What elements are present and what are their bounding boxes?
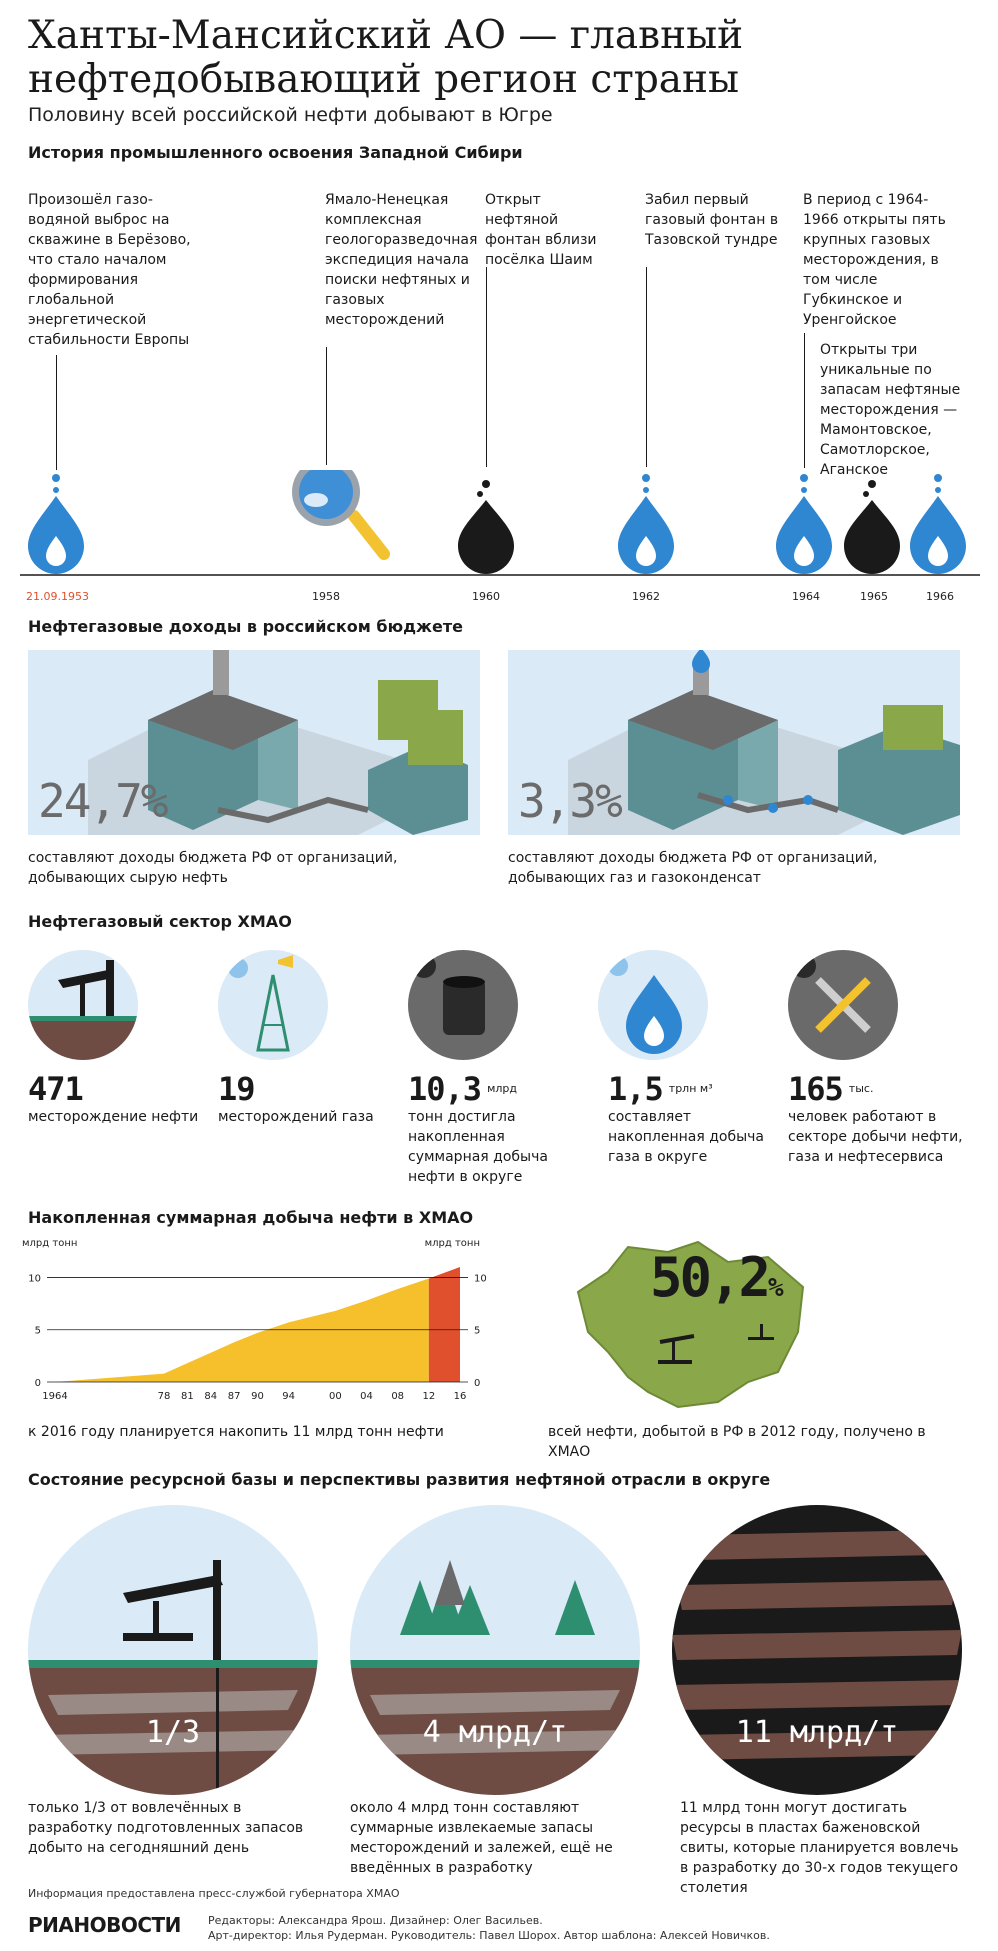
x-tick-label: 16 xyxy=(454,1391,467,1402)
sector-value-employees: 165 тыс. xyxy=(788,1070,874,1108)
event-text-1964: В период с 1964-1966 открыты пять крупны… xyxy=(803,192,946,328)
year-label: 1958 xyxy=(312,590,340,603)
area-actual xyxy=(55,1278,429,1382)
resources-heading: Состояние ресурсной базы и перспективы р… xyxy=(28,1470,771,1489)
gas-rig-icon xyxy=(218,950,328,1060)
x-tick-label: 81 xyxy=(181,1391,194,1402)
resource-value: 11 млрд/т xyxy=(735,1715,899,1750)
oil-drop-icon xyxy=(844,480,900,574)
timeline-connector xyxy=(804,333,805,468)
timeline-connector xyxy=(326,347,327,465)
x-tick-label: 00 xyxy=(329,1391,342,1402)
x-tick-label: 84 xyxy=(204,1391,217,1402)
timeline-connector xyxy=(486,267,487,467)
tools-icon xyxy=(788,950,898,1060)
gas-drop-icon xyxy=(28,474,84,574)
magnifier-icon xyxy=(292,470,390,560)
timeline-icons xyxy=(20,470,980,576)
budget-oil-caption: составляют доходы бюджета РФ от организа… xyxy=(28,850,398,886)
x-tick-label: 94 xyxy=(282,1391,295,1402)
y-axis-label-left: млрд тонн xyxy=(22,1238,77,1249)
gas-factory-panel: 3,3% xyxy=(508,648,960,835)
resource-value: 1/3 xyxy=(145,1715,201,1750)
map-caption: всей нефти, добытой в РФ в 2012 году, по… xyxy=(548,1424,926,1460)
budget-gas-value: 3,3% xyxy=(518,774,623,828)
history-heading: История промышленного освоения Западной … xyxy=(28,143,523,162)
timeline-connector xyxy=(646,267,647,467)
factory-illustration xyxy=(568,648,960,835)
y-tick-label-left: 10 xyxy=(28,1273,41,1284)
resource-caption: около 4 млрд тонн составляют суммарные и… xyxy=(350,1800,613,1876)
oil-drop-icon xyxy=(458,480,514,574)
resource-circle-drilled: 1/3 xyxy=(28,1505,318,1795)
y-tick-label-left: 0 xyxy=(35,1378,41,1389)
y-axis-label-right: млрд тонн xyxy=(425,1238,480,1249)
resource-circle-reserves: 4 млрд/т xyxy=(350,1505,640,1795)
sector-caption: месторождение нефти xyxy=(28,1109,199,1125)
event-text-1958: Ямало-Ненецкая комплексная геологоразвед… xyxy=(325,192,478,328)
khmao-map: 50,2% xyxy=(568,1232,808,1412)
sector-caption: месторождений газа xyxy=(218,1109,374,1125)
resource-caption: только 1/3 от вовлечённых в разработку п… xyxy=(28,1800,304,1856)
credits: Редакторы: Александра Ярош. Дизайнер: Ол… xyxy=(208,1914,770,1942)
year-label: 21.09.1953 xyxy=(26,590,89,603)
sector-value-oil-output: 10,3 млрд xyxy=(408,1070,517,1108)
year-label: 1962 xyxy=(632,590,660,603)
event-text-1960: Открыт нефтяной фонтан вблизи посёлка Ша… xyxy=(485,192,597,268)
x-tick-label: 90 xyxy=(251,1391,264,1402)
region-map-shape xyxy=(576,1240,805,1409)
x-tick-label: 78 xyxy=(158,1391,171,1402)
sector-caption: человек работают в секторе добычи нефти,… xyxy=(788,1109,963,1165)
chart-caption: к 2016 году планируется накопить 11 млрд… xyxy=(28,1424,444,1440)
source-note: Информация предоставлена пресс-службой г… xyxy=(28,1887,400,1900)
page-title: Ханты-Мансийский АО — главный нефтедобыв… xyxy=(28,13,744,102)
event-text-1962: Забил первый газовый фонтан в Тазовской … xyxy=(645,192,779,248)
ria-logo: РИАНОВОСТИ xyxy=(28,1913,181,1937)
oil-barrel-icon xyxy=(408,950,518,1060)
y-tick-label-left: 5 xyxy=(35,1326,41,1337)
resource-value: 4 млрд/т xyxy=(422,1715,568,1750)
budget-heading: Нефтегазовые доходы в российском бюджете xyxy=(28,617,463,636)
sector-caption: тонн достигла накопленная суммарная добы… xyxy=(408,1109,548,1185)
sector-value-gas-output: 1,5 трлн м³ xyxy=(608,1070,713,1108)
year-label: 1964 xyxy=(792,590,820,603)
gas-drop-icon xyxy=(598,950,708,1060)
sector-value-fields-oil: 471 xyxy=(28,1070,84,1108)
sector-heading: Нефтегазовый сектор ХМАО xyxy=(28,912,292,931)
y-tick-label-right: 0 xyxy=(474,1378,480,1389)
event-text-1953: Произошёл газо-водяной выброс на скважин… xyxy=(28,192,191,348)
sector-value-fields-gas: 19 xyxy=(218,1070,256,1108)
event-text-1965: Открыты три уникальные по запасам нефтян… xyxy=(820,342,961,478)
timeline-connector xyxy=(56,355,57,470)
gas-drop-icon xyxy=(776,474,832,574)
budget-oil-value: 24,7% xyxy=(38,774,168,828)
year-label: 1966 xyxy=(926,590,954,603)
x-tick-label: 04 xyxy=(360,1391,373,1402)
gas-drop-icon xyxy=(618,474,674,574)
resource-caption: 11 млрд тонн могут достигать ресурсы в п… xyxy=(680,1800,959,1896)
year-label: 1965 xyxy=(860,590,888,603)
x-tick-label: 12 xyxy=(422,1391,435,1402)
resource-circle-bazhenov: 11 млрд/т xyxy=(672,1505,962,1795)
factory-illustration xyxy=(88,650,468,835)
map-percent-value: 50,2% xyxy=(650,1246,784,1309)
year-label: 1960 xyxy=(472,590,500,603)
gas-drop-icon xyxy=(910,474,966,574)
budget-gas-caption: составляют доходы бюджета РФ от организа… xyxy=(508,850,878,886)
x-tick-label: 87 xyxy=(228,1391,241,1402)
page-subtitle: Половину всей российской нефти добывают … xyxy=(28,104,553,126)
sector-caption: составляет накопленная добыча газа в окр… xyxy=(608,1109,765,1165)
x-tick-label: 08 xyxy=(391,1391,404,1402)
area-forecast xyxy=(428,1267,460,1382)
x-tick-label: 1964 xyxy=(42,1391,67,1402)
y-tick-label-right: 10 xyxy=(474,1273,487,1284)
y-tick-label-right: 5 xyxy=(474,1326,480,1337)
chart-heading: Накопленная суммарная добыча нефти в ХМА… xyxy=(28,1208,474,1227)
oil-pump-icon xyxy=(28,950,138,1060)
oil-factory-panel: 24,7% xyxy=(28,650,480,835)
